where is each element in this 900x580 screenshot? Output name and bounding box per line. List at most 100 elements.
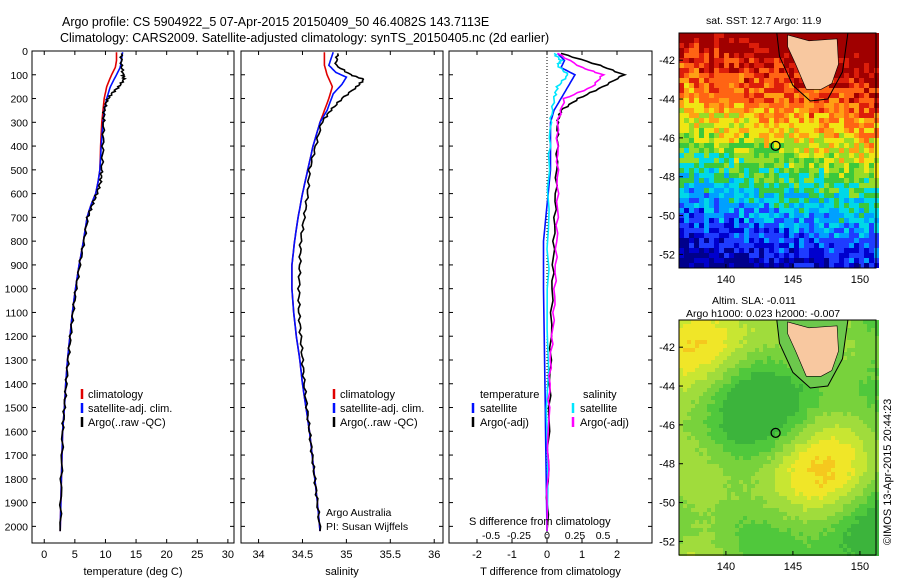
map-cell [679,113,684,118]
map-cell [715,464,719,468]
map-cell [803,460,807,464]
map-cell [695,332,699,336]
map-cell [699,460,703,464]
map-cell [735,516,739,520]
map-cell [851,344,855,348]
map-cell [867,528,871,532]
map-cell [759,38,764,43]
map-cell [731,348,735,352]
map-cell [747,324,751,328]
map-cell [851,356,855,360]
map-cell [829,258,834,263]
map-cell [779,396,783,400]
map-cell [707,380,711,384]
map-cell [783,472,787,476]
series-line-salinity-satellite [545,52,569,532]
map-cell [795,512,799,516]
map-cell [787,408,791,412]
map-cell [859,504,863,508]
map-cell [775,360,779,364]
map-cell [751,328,755,332]
map-cell [843,348,847,352]
map-cell [775,544,779,548]
map-cell [795,376,799,380]
map-cell [779,33,784,38]
map-cell [687,500,691,504]
map-cell [843,420,847,424]
map-cell [715,440,719,444]
map-cell [847,368,851,372]
y-tick-label: 2000 [5,521,29,533]
map-cell [763,432,767,436]
map-cell [687,448,691,452]
map-cell [823,444,827,448]
map-cell [763,368,767,372]
map-cell [679,38,684,43]
map-cell [847,444,851,448]
map-cell [827,508,831,512]
map-cell [784,198,789,203]
map-cell [695,440,699,444]
map-cell [694,73,699,78]
map-cell [719,508,723,512]
map-cell [835,448,839,452]
map-cell [689,33,694,38]
map-cell [871,336,875,340]
map-cell [804,208,809,213]
map-cell [859,228,864,233]
map-cell [704,133,709,138]
map-cell [739,103,744,108]
map-cell [723,352,727,356]
map-cell [679,33,684,38]
map-cell [694,93,699,98]
map-cell [849,63,854,68]
map-cell [683,500,687,504]
map-cell [687,336,691,340]
map-cell [843,400,847,404]
map-cell [739,163,744,168]
map-cell [807,544,811,548]
map-cell [843,364,847,368]
map-cell [739,248,744,253]
map-cell [839,53,844,58]
map-cell [863,476,867,480]
map-cell [749,128,754,133]
map-cell [709,93,714,98]
map-cell [724,128,729,133]
map-cell [855,324,859,328]
map-cell [739,392,743,396]
map-cell [735,360,739,364]
map-cell [794,138,799,143]
map-cell [754,58,759,63]
map-cell [779,540,783,544]
map-cell [843,356,847,360]
map-cell [734,178,739,183]
map-cell [699,336,703,340]
map-cell [699,544,703,548]
map-cell [769,203,774,208]
map-cell [829,83,834,88]
map-cell [747,520,751,524]
map-cell [804,88,809,93]
map-cell [687,468,691,472]
map-cell [803,384,807,388]
map-cell [863,340,867,344]
map-cell [779,158,784,163]
map-cell [795,420,799,424]
map-cell [779,456,783,460]
map-cell [749,88,754,93]
map-cell [775,480,779,484]
map-cell [744,203,749,208]
map-cell [847,536,851,540]
map-cell [827,416,831,420]
map-cell [863,448,867,452]
map-cell [827,436,831,440]
map-cell [739,396,743,400]
map-cell [774,218,779,223]
map-cell [783,540,787,544]
map-cell [751,356,755,360]
map-cell [683,340,687,344]
map-cell [834,88,839,93]
map-cell [835,492,839,496]
map-cell [719,356,723,360]
